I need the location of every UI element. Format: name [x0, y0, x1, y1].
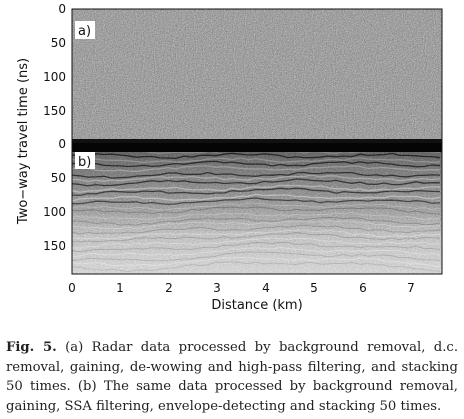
y-tick-b-0: 0	[58, 137, 66, 151]
plot-frame	[71, 8, 443, 275]
x-tick-4: 4	[262, 281, 270, 295]
y-axis-label: Two−way travel time (ns)	[16, 58, 31, 225]
figure-caption-text: (a) Radar data processed by background r…	[6, 340, 459, 414]
panel-a: a)	[72, 9, 442, 140]
x-tick-2: 2	[165, 281, 173, 295]
figure-caption-label: Fig. 5.	[6, 340, 57, 355]
y-axis-b: 0 50 100 150	[43, 137, 66, 253]
panel-a-noise	[72, 9, 442, 140]
panel-a-label: a)	[78, 24, 91, 39]
x-tick-7: 7	[407, 281, 415, 295]
x-tick-6: 6	[359, 281, 367, 295]
y-tick-a-150: 150	[43, 104, 66, 118]
panel-b-depth-fade	[72, 143, 442, 274]
figure-caption: Fig. 5. (a) Radar data processed by back…	[6, 338, 458, 416]
x-tick-5: 5	[310, 281, 318, 295]
y-tick-b-50: 50	[51, 171, 66, 185]
x-tick-1: 1	[116, 281, 124, 295]
panel-b-label-box	[75, 152, 95, 169]
y-tick-a-0: 0	[58, 2, 66, 16]
x-tick-3: 3	[213, 281, 221, 295]
panel-divider	[72, 139, 442, 143]
panel-a-label-box	[75, 21, 95, 39]
y-tick-b-150: 150	[43, 239, 66, 253]
y-tick-a-100: 100	[43, 70, 66, 84]
panel-b: b)	[72, 143, 442, 274]
x-axis-label: Distance (km)	[211, 298, 302, 313]
panel-b-label: b)	[78, 155, 91, 170]
y-tick-a-50: 50	[51, 36, 66, 50]
radargram-figure: a) b) 0 50 100 150 0 50 100 150 Two−way …	[16, 2, 443, 313]
x-tick-0: 0	[68, 281, 76, 295]
y-axis-a: 0 50 100 150	[43, 2, 66, 118]
x-axis: 0 1 2 3 4 5 6 7	[68, 281, 415, 295]
panel-b-surface-reflection	[72, 143, 442, 152]
y-tick-b-100: 100	[43, 205, 66, 219]
